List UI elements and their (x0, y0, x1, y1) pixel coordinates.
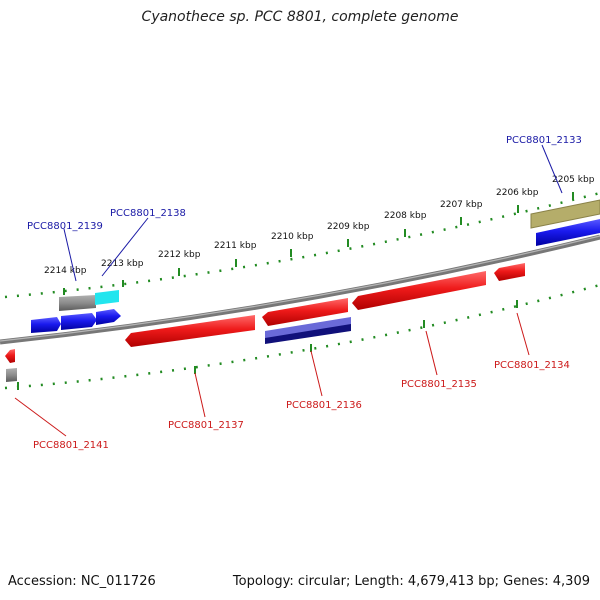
topology-text: Topology: circular; Length: 4,679,413 bp… (232, 574, 590, 589)
accession-text: Accession: NC_011726 (8, 574, 156, 589)
gene-label-2136[interactable]: PCC8801_2136 (286, 400, 362, 411)
gene-2141[interactable] (5, 349, 15, 363)
gene-2138b[interactable] (96, 309, 121, 325)
gene-2138[interactable] (61, 313, 97, 330)
scale-label: 2212 kbp (158, 250, 201, 260)
gene-2133-feature[interactable] (530, 199, 600, 229)
gene-2138-feature[interactable] (95, 290, 119, 305)
bottom-major-ticks (17, 300, 518, 390)
gene-2134[interactable] (494, 263, 525, 281)
top-major-ticks (63, 192, 574, 295)
scale-label: 2213 kbp (101, 259, 144, 269)
gene-label-2139[interactable]: PCC8801_2139 (27, 221, 103, 232)
scale-label: 2210 kbp (271, 232, 314, 242)
scale-label: 2209 kbp (327, 222, 370, 232)
gene-2133[interactable] (536, 219, 600, 246)
gene-label-2138[interactable]: PCC8801_2138 (110, 208, 186, 219)
gene-label-2133[interactable]: PCC8801_2133 (506, 135, 582, 146)
scale-label: 2211 kbp (214, 241, 257, 251)
scale-label: 2214 kbp (44, 266, 87, 276)
gene-2141-feature[interactable] (6, 368, 17, 382)
genome-track (0, 234, 600, 345)
gene-label-2141[interactable]: PCC8801_2141 (33, 440, 109, 451)
gene-2136-red[interactable] (262, 298, 348, 326)
scale-label: 2206 kbp (496, 188, 539, 198)
gene-label-2135[interactable]: PCC8801_2135 (401, 379, 477, 390)
leader-lines (14, 144, 563, 437)
gene-2136[interactable] (265, 317, 351, 340)
gene-label-2134[interactable]: PCC8801_2134 (494, 360, 570, 371)
gene-2139-feature[interactable] (59, 295, 96, 311)
reverse-genes (5, 263, 525, 382)
gene-2139[interactable] (31, 317, 61, 333)
gene-label-2137[interactable]: PCC8801_2137 (168, 420, 244, 431)
gene-2135[interactable] (352, 271, 486, 310)
scale-label: 2205 kbp (552, 175, 595, 185)
top-scale-line (4, 191, 600, 299)
scale-label: 2208 kbp (384, 211, 427, 221)
forward-genes (31, 199, 600, 344)
scale-label: 2207 kbp (440, 200, 483, 210)
map-title: Cyanothece sp. PCC 8801, complete genome (141, 9, 459, 25)
gene-2137[interactable] (125, 315, 255, 347)
